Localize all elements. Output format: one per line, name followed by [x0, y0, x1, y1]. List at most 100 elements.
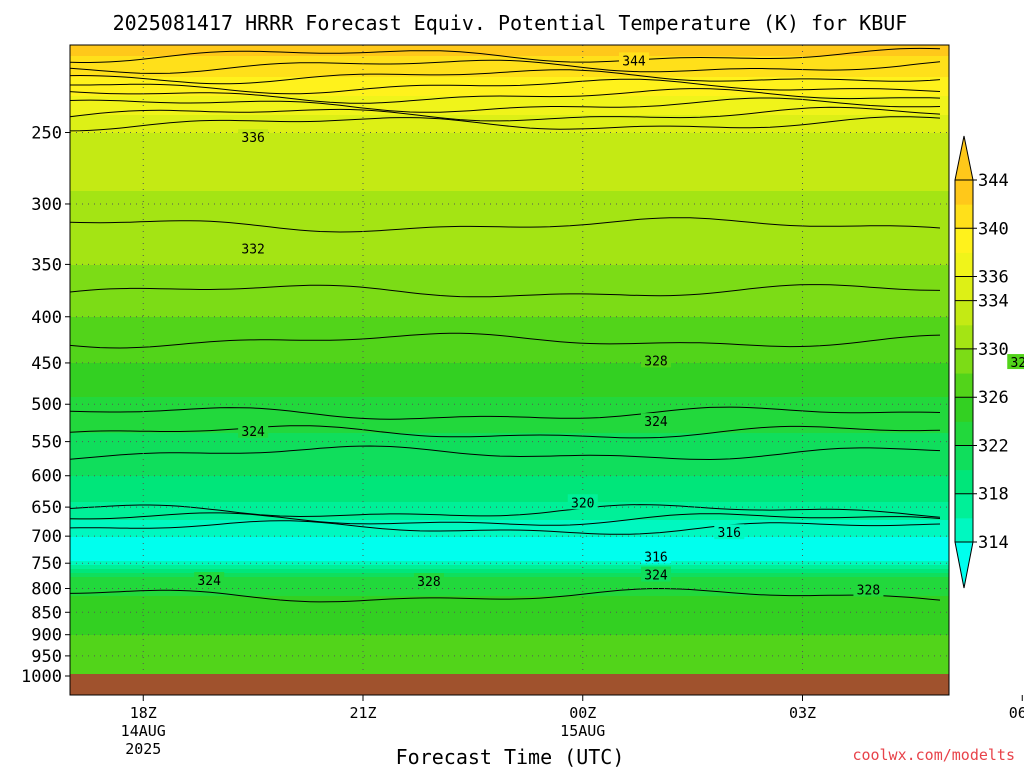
- contour-line: [70, 284, 941, 298]
- colorbar-segment: [955, 493, 973, 519]
- band-fill: [70, 133, 949, 192]
- y-tick-label: 1000: [21, 667, 62, 687]
- y-tick-label: 450: [31, 354, 62, 374]
- y-tick-label: 600: [31, 467, 62, 487]
- contour-label-bg: [714, 524, 745, 540]
- contour-line: [70, 97, 941, 113]
- contour-line: [70, 69, 941, 85]
- colorbar-segment: [955, 204, 973, 229]
- contour-line: [70, 425, 941, 439]
- colorbar-segment: [955, 324, 973, 350]
- contour-label-bg: [238, 422, 269, 438]
- colorbar-label: 330: [978, 340, 1009, 360]
- band-fill: [70, 45, 949, 57]
- contour-label: 328: [857, 583, 880, 598]
- contour-line: [70, 47, 941, 63]
- colorbar-segment: [955, 373, 973, 398]
- contour-label: 320: [571, 496, 594, 511]
- colorbar-label: 314: [978, 533, 1009, 553]
- band-fill: [70, 397, 949, 434]
- band-fill: [70, 520, 949, 538]
- band-fill: [70, 573, 949, 578]
- band-fill: [70, 115, 949, 134]
- filled-bands: [70, 45, 949, 678]
- x-tick-year: 2025: [125, 740, 161, 758]
- x-tick-label: 21Z: [349, 704, 376, 722]
- y-tick-label: 550: [31, 433, 62, 453]
- x-tick-label: 18Z: [130, 704, 157, 722]
- contour-line: [70, 520, 941, 535]
- band-fill: [70, 56, 949, 78]
- y-tick-label: 500: [31, 395, 62, 415]
- contour-line: [70, 78, 941, 95]
- y-tick-label: 800: [31, 580, 62, 600]
- contour-label-bg: [853, 581, 884, 597]
- contour-label: 328: [417, 575, 440, 590]
- contour-label-bg: [1007, 354, 1024, 370]
- colorbar-label: 336: [978, 268, 1009, 288]
- x-tick-label: 06Z: [1009, 704, 1024, 722]
- y-tick-label: 700: [31, 527, 62, 547]
- band-fill: [70, 96, 949, 116]
- contour-line: [70, 116, 941, 132]
- y-tick-label: 900: [31, 626, 62, 646]
- colorbar-bottom-arrow: [954, 541, 974, 589]
- band-fill: [70, 317, 949, 364]
- contour-label-bg: [194, 572, 225, 588]
- terrain-ground: [70, 674, 949, 695]
- contour-label: 328: [1011, 356, 1024, 371]
- band-fill: [70, 635, 949, 677]
- y-tick-label: 750: [31, 554, 62, 574]
- band-fill: [70, 77, 949, 97]
- plot-area: [70, 45, 949, 695]
- colorbar-label: 334: [978, 292, 1009, 312]
- contour-line: [70, 504, 941, 518]
- contour-line: [70, 445, 941, 461]
- x-tick-date: 15AUG: [560, 722, 605, 740]
- contour-line: [70, 587, 941, 603]
- contour-label: 324: [644, 415, 668, 430]
- contour-label: 324: [644, 569, 668, 584]
- y-tick-label: 950: [31, 647, 62, 667]
- band-fill: [70, 433, 949, 477]
- contour-label-bg: [413, 573, 444, 589]
- colorbar-segment: [955, 252, 973, 278]
- colorbar-label: 326: [978, 388, 1009, 408]
- colorbar-segment: [955, 469, 973, 495]
- colorbar-label: 318: [978, 485, 1009, 505]
- y-tick-label: 300: [31, 195, 62, 215]
- colorbar-segment: [955, 348, 973, 374]
- y-tick-label: 400: [31, 308, 62, 328]
- contour-line: [70, 217, 941, 233]
- chart-title: 2025081417 HRRR Forecast Equiv. Potentia…: [113, 11, 908, 35]
- contour-lines: [70, 47, 941, 603]
- y-tick-label: 650: [31, 498, 62, 518]
- contour-label-bg: [641, 352, 671, 368]
- colorbar-segment: [955, 517, 973, 543]
- colorbar-segment: [955, 276, 973, 302]
- band-fill: [70, 577, 949, 597]
- band-fill: [70, 596, 949, 636]
- contour-label: 344: [622, 54, 646, 69]
- colorbar-segment: [955, 300, 973, 326]
- x-tick-label: 03Z: [789, 704, 816, 722]
- x-tick-date: 14AUG: [121, 722, 166, 740]
- contour-line: [70, 512, 941, 526]
- colorbar-segment: [955, 397, 973, 422]
- contour-label: 324: [241, 425, 265, 440]
- band-fill: [70, 363, 949, 398]
- contour-label-bg: [619, 52, 650, 68]
- contour-line: [70, 406, 941, 420]
- band-fill: [70, 565, 949, 570]
- contour-labels: 3443363363323323283283243243243203203163…: [194, 52, 1024, 598]
- contour-label: 336: [241, 131, 264, 146]
- y-tick-label: 250: [31, 123, 62, 143]
- colorbar-segment: [955, 228, 973, 253]
- x-axis-label: Forecast Time (UTC): [396, 745, 625, 768]
- band-fill: [70, 191, 949, 266]
- x-axis: 18Z14AUG202521Z00Z15AUG03Z06Z09Z: [121, 695, 1024, 758]
- band-fill: [70, 561, 949, 566]
- colorbar-segment: [955, 180, 973, 205]
- contour-label: 316: [644, 550, 667, 565]
